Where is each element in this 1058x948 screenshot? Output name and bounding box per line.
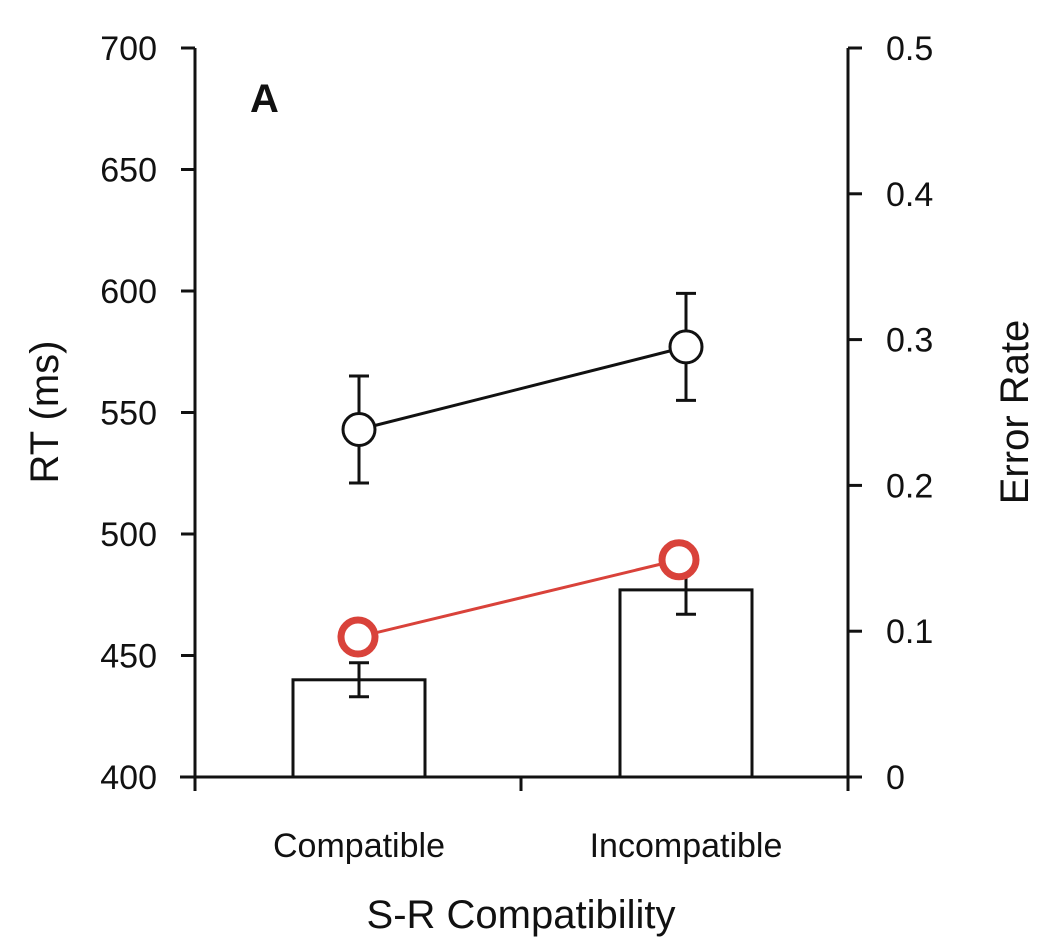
bar-series [291,564,754,779]
left-y-tick-label: 550 [100,395,157,433]
left-y-ticks: 400 450 500 550 600 650 700 [100,30,195,797]
x-axis-title: S-R Compatibility [367,893,676,937]
x-tick-label: Incompatible [590,827,783,865]
left-y-tick-label: 400 [100,759,157,797]
x-ticks: Compatible Incompatible [193,777,850,865]
rt-series-line [358,345,687,431]
rt-point [341,412,377,448]
right-y-tick-label: 0.5 [886,30,933,68]
rt-point [668,329,704,365]
right-y-tick-label: 0.2 [886,467,933,505]
left-y-tick-label: 700 [100,30,157,68]
right-y-tick-label: 0 [886,759,905,797]
error-rate-series-line [357,558,680,639]
left-y-tick-label: 500 [100,516,157,554]
error-rate-point [658,539,700,581]
error-rate-point [337,616,379,658]
bar [618,588,754,779]
y-axis-title-right: Error Rate [993,320,1037,505]
rt-line-series [341,291,704,485]
x-tick-label: Compatible [273,827,445,865]
right-y-tick-label: 0.3 [886,322,933,360]
left-y-tick-label: 650 [100,152,157,190]
right-y-ticks: 0 0.1 0.2 0.3 0.4 0.5 [848,30,933,797]
plot-area: 400 450 500 550 600 650 700 0 0.1 0.2 0.3 0.4 0.5 C… [100,30,933,865]
right-y-tick-label: 0.4 [886,176,933,214]
y-axis-title-left: RT (ms) [23,341,67,484]
left-y-tick-label: 600 [100,273,157,311]
panel-label: A [250,77,279,121]
error-rate-line-series [337,539,700,658]
left-y-tick-label: 450 [100,638,157,676]
right-y-tick-label: 0.1 [886,613,933,651]
